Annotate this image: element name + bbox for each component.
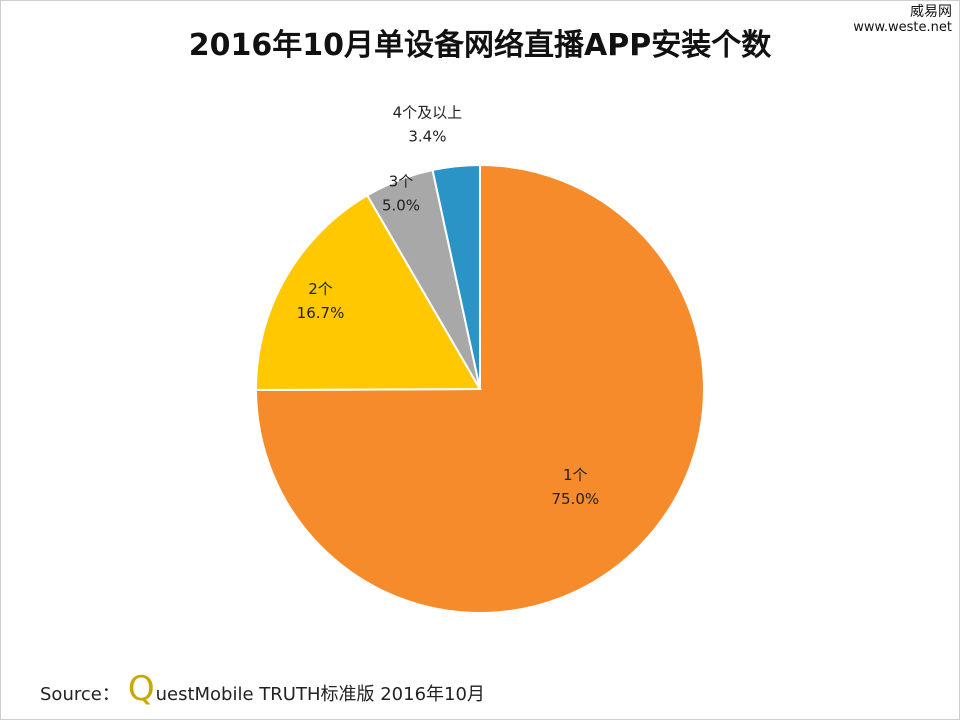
pie-labels: 1个 75.0% 2个 16.7% 3个 5.0% 4个及以上 3.4% <box>297 104 599 508</box>
source-text: uestMobile TRUTH标准版 2016年10月 <box>155 684 485 705</box>
chart-title: 2016年10月单设备网络直播APP安装个数 <box>188 28 772 63</box>
source-prefix: Source： <box>40 684 120 705</box>
source-brand-initial: Q <box>127 669 155 709</box>
slice-value-3: 5.0% <box>382 197 420 215</box>
watermark-name: 威易网 <box>910 4 952 20</box>
slice-value-1: 75.0% <box>551 490 599 508</box>
pie-slice-1 <box>254 163 705 614</box>
watermark-url: www.weste.net <box>853 20 952 35</box>
pie-slice-2 <box>254 194 482 392</box>
pie-slice-4 <box>431 163 481 390</box>
slice-label-2: 2个 <box>308 280 333 298</box>
slice-value-4: 3.4% <box>408 128 446 146</box>
slice-label-4: 4个及以上 <box>393 104 463 122</box>
watermark: 威易网 www.weste.net <box>853 4 952 36</box>
slice-label-1: 1个 <box>563 466 588 484</box>
source-note: Source： Q uestMobile TRUTH标准版 2016年10月 <box>40 669 485 709</box>
slice-label-3: 3个 <box>389 173 414 191</box>
slice-value-2: 16.7% <box>297 304 345 322</box>
pie-slices <box>254 163 705 614</box>
